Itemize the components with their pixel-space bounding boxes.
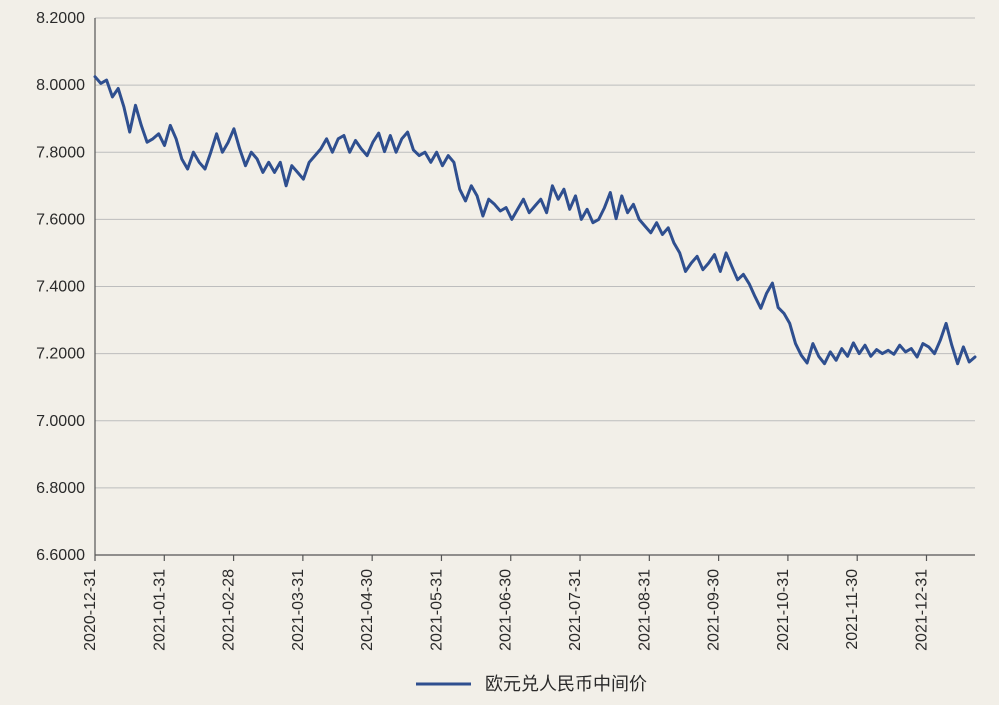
y-tick-label: 8.0000 (36, 77, 85, 94)
chart-svg: 6.6000 6.8000 7.0000 7.2000 7.4000 7.6000 7.80… (0, 0, 999, 705)
x-tick-label: 2021-01-31 (151, 569, 168, 651)
x-tick-label: 2021-02-28 (221, 569, 238, 651)
x-tick-label: 2021-08-31 (636, 569, 653, 651)
x-tick-label: 2021-12-31 (913, 569, 930, 651)
x-tick-label: 2021-06-30 (498, 569, 515, 651)
exchange-rate-chart: 6.6000 6.8000 7.0000 7.2000 7.4000 7.6000 7.80… (0, 0, 999, 705)
x-tick-label: 2021-10-31 (775, 569, 792, 651)
x-tick-label: 2020-12-31 (82, 569, 99, 651)
series-line-eurcny (95, 77, 975, 364)
y-tick-label: 7.2000 (36, 346, 85, 363)
y-tick-label: 6.6000 (36, 547, 85, 564)
y-tick-label: 7.4000 (36, 279, 85, 296)
y-tick-label: 7.8000 (36, 144, 85, 161)
legend-label: 欧元兑人民币中间价 (485, 674, 647, 694)
x-tick-label: 2021-07-31 (567, 569, 584, 651)
x-tick-label: 2021-04-30 (359, 569, 376, 651)
x-tick-label: 2021-05-31 (428, 569, 445, 651)
x-tick-label: 2021-03-31 (290, 569, 307, 651)
y-tick-label: 6.8000 (36, 480, 85, 497)
x-tick-label: 2021-09-30 (706, 569, 723, 651)
x-tick-label: 2021-11-30 (844, 569, 861, 650)
y-tick-label: 7.0000 (36, 413, 85, 430)
y-tick-label: 7.6000 (36, 211, 85, 228)
y-tick-label: 8.2000 (36, 10, 85, 27)
